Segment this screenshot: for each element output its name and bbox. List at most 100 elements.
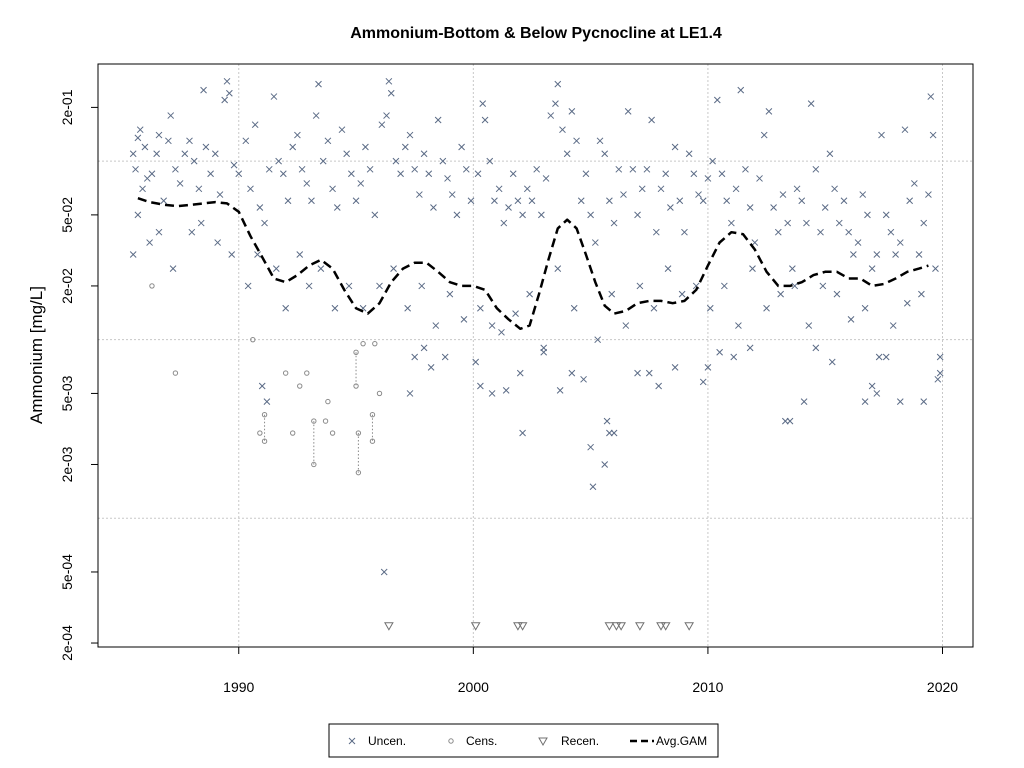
uncensored-point — [713, 96, 721, 104]
uncensored-point — [420, 150, 428, 158]
uncensored-point — [406, 390, 414, 397]
uncensored-point — [160, 197, 168, 205]
recensored-point — [635, 622, 645, 631]
uncensored-point — [418, 282, 426, 290]
y-tick-label: 2e-04 — [59, 625, 75, 661]
uncensored-point — [420, 344, 428, 352]
uncensored-point — [254, 251, 261, 258]
uncensored-point — [793, 185, 801, 193]
uncensored-point — [620, 191, 627, 198]
uncensored-point — [634, 369, 641, 377]
uncensored-point — [547, 112, 555, 119]
uncensored-point — [716, 348, 724, 356]
uncensored-point — [265, 165, 273, 173]
uncensored-point — [343, 150, 351, 158]
uncensored-point — [434, 116, 442, 124]
uncensored-point — [671, 143, 679, 151]
uncensored-point — [444, 175, 451, 182]
uncensored-point — [786, 417, 794, 425]
recensored-point — [660, 622, 671, 631]
uncensored-point — [554, 265, 562, 272]
uncensored-point — [573, 137, 580, 145]
uncensored-point — [244, 282, 252, 290]
legend-censored-icon — [448, 738, 454, 744]
uncensored-point — [882, 353, 890, 361]
uncensored-point — [671, 363, 679, 371]
recensored-point — [517, 622, 528, 631]
censored-point — [250, 336, 256, 343]
uncensored-point — [345, 282, 353, 290]
censored-point — [297, 383, 303, 389]
uncensored-point — [251, 121, 259, 129]
uncensored-point — [275, 157, 282, 165]
uncensored-point — [542, 175, 550, 182]
uncensored-point — [303, 180, 311, 187]
uncensored-point — [873, 251, 881, 258]
uncensored-point — [861, 398, 869, 405]
plot-frame — [97, 63, 974, 648]
uncensored-point — [610, 219, 618, 227]
uncensored-point — [887, 228, 895, 236]
uncensored-point — [500, 219, 508, 227]
uncensored-point — [622, 322, 630, 329]
uncensored-point — [378, 121, 386, 129]
uncensored-point — [695, 191, 702, 198]
uncensored-point — [324, 137, 332, 145]
uncensored-point — [927, 93, 935, 100]
uncensored-point — [873, 390, 881, 397]
uncensored-point — [397, 170, 404, 178]
uncensored-point — [383, 112, 390, 119]
uncensored-point — [172, 165, 179, 173]
uncensored-point — [329, 185, 336, 193]
censored-point — [369, 438, 376, 444]
x-tick-label: 2020 — [927, 679, 958, 695]
censored-point — [355, 469, 362, 476]
uncensored-point — [784, 219, 792, 227]
uncensored-point — [319, 157, 327, 165]
uncensored-point — [432, 322, 440, 329]
uncensored-point — [247, 185, 254, 193]
uncensored-point — [805, 322, 813, 329]
uncensored-point — [803, 219, 810, 227]
uncensored-point — [699, 197, 707, 205]
uncensored-point — [690, 170, 698, 178]
uncensored-point — [538, 211, 545, 219]
censored-point — [261, 412, 268, 418]
uncensored-point — [488, 322, 496, 329]
uncensored-point — [214, 239, 221, 246]
uncensored-point — [936, 353, 944, 361]
uncensored-point — [129, 251, 137, 258]
uncensored-point — [439, 157, 447, 165]
uncensored-point — [667, 204, 674, 211]
uncensored-point — [467, 197, 475, 205]
uncensored-point — [211, 150, 219, 158]
uncensored-point — [568, 108, 576, 115]
uncensored-point — [936, 369, 944, 377]
recensored-point — [656, 622, 666, 631]
uncensored-point — [221, 96, 229, 104]
uncensored-point — [458, 143, 465, 151]
uncensored-point — [559, 126, 566, 134]
uncensored-point — [774, 228, 782, 236]
censored-point — [311, 461, 317, 468]
uncensored-point — [735, 322, 742, 329]
uncensored-point — [603, 417, 611, 425]
uncensored-point — [479, 100, 487, 107]
uncensored-point — [636, 282, 644, 290]
uncensored-point — [486, 157, 494, 165]
recensored-point — [684, 622, 695, 631]
censored-point — [372, 340, 378, 347]
uncensored-point — [835, 219, 843, 227]
uncensored-point — [875, 353, 883, 361]
censored-point — [353, 383, 359, 389]
censored-point — [172, 370, 179, 376]
recensored-point — [604, 622, 615, 631]
uncensored-point — [165, 137, 172, 145]
uncensored-point — [634, 211, 641, 219]
uncensored-point — [817, 228, 824, 236]
legend-label: Uncen. — [368, 734, 406, 748]
uncensored-point — [540, 348, 548, 356]
uncensored-point — [512, 310, 519, 317]
uncensored-point — [387, 89, 395, 97]
uncensored-point — [509, 170, 517, 178]
